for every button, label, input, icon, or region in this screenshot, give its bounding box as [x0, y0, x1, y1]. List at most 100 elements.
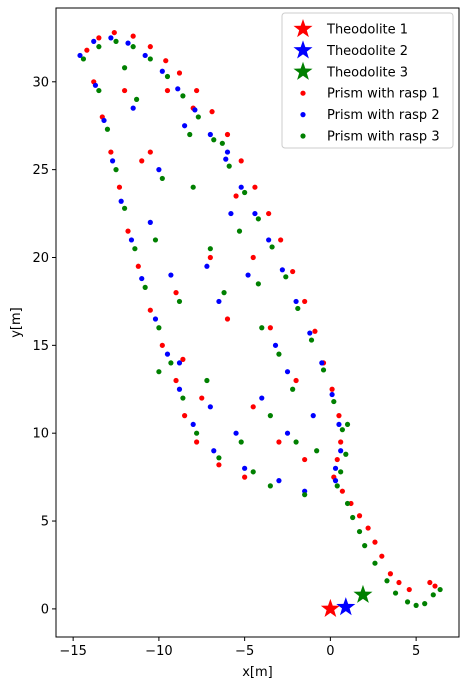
data-point: [92, 82, 99, 88]
data-point: [266, 237, 272, 243]
data-point: [372, 560, 378, 566]
data-point: [211, 448, 217, 454]
data-point: [156, 325, 162, 331]
data-point: [187, 131, 193, 138]
y-tick-label: 5: [41, 515, 49, 530]
data-point: [77, 52, 83, 59]
data-point: [284, 430, 291, 436]
data-point: [147, 44, 153, 50]
data-point: [334, 456, 340, 463]
series-6: [80, 38, 443, 608]
data-point: [276, 351, 282, 357]
legend-item: Prism with rasp 1: [300, 87, 440, 102]
data-point: [334, 483, 340, 489]
data-point: [121, 205, 128, 211]
data-point: [432, 583, 438, 589]
data-point: [267, 325, 273, 331]
data-point: [163, 58, 169, 64]
series-3: [353, 584, 373, 603]
x-tick-label: 5: [412, 644, 420, 659]
series-1: [320, 598, 340, 617]
data-point: [252, 210, 258, 217]
data-point: [250, 404, 256, 410]
legend-box: [281, 12, 454, 149]
plot-frame: [55, 7, 460, 638]
x-tick-label: −5: [235, 644, 254, 659]
data-point: [211, 137, 217, 143]
legend-label: Theodolite 2: [326, 44, 408, 59]
data-point: [104, 126, 111, 132]
y-tick-label: 0: [41, 602, 49, 617]
y-tick-label: 25: [32, 163, 49, 178]
data-point: [269, 244, 275, 250]
legend-label: Prism with rasp 3: [327, 130, 440, 145]
data-point: [233, 430, 239, 436]
data-point: [272, 342, 279, 348]
data-point: [159, 68, 165, 74]
star-marker: [336, 597, 356, 616]
data-point: [267, 413, 273, 419]
data-point: [132, 246, 138, 252]
data-point: [365, 525, 371, 531]
data-point: [130, 105, 136, 111]
legend: Theodolite 1 Theodolite 2 Theodolite 3 Pris…: [281, 12, 454, 149]
data-point: [176, 70, 183, 76]
data-point: [338, 439, 344, 445]
data-point: [152, 237, 159, 243]
data-point: [259, 325, 265, 331]
data-point: [302, 456, 308, 463]
data-point: [255, 281, 261, 287]
data-point: [290, 386, 296, 392]
data-point: [319, 360, 325, 366]
data-point: [356, 528, 363, 535]
data-point: [116, 184, 123, 190]
y-axis-label: y[m]: [9, 307, 24, 338]
data-point: [194, 439, 200, 445]
data-point: [228, 210, 234, 217]
data-point: [343, 451, 349, 457]
legend-label: Prism with rasp 1: [327, 87, 440, 102]
data-point: [199, 395, 205, 401]
y-axis-ticks: 0 5 10 15 20 25 30: [32, 75, 56, 617]
data-point: [118, 198, 124, 204]
data-point: [392, 590, 399, 596]
data-point: [236, 228, 243, 234]
data-point: [209, 109, 215, 115]
x-axis-label: x[m]: [242, 665, 273, 680]
data-point: [329, 391, 335, 398]
data-point: [156, 167, 162, 173]
data-point: [108, 149, 114, 155]
data-point: [332, 465, 339, 471]
data-point: [113, 167, 119, 173]
data-point: [180, 395, 186, 401]
legend-item: Prism with rasp 3: [300, 130, 440, 145]
data-point: [250, 469, 256, 475]
data-point: [338, 448, 344, 454]
data-point: [134, 96, 140, 102]
data-point: [180, 93, 186, 99]
legend-item: Theodolite 2: [293, 40, 408, 59]
legend-star-marker: [293, 61, 313, 80]
data-point: [233, 193, 239, 199]
data-point: [130, 33, 136, 39]
data-point: [108, 35, 114, 41]
data-point: [406, 586, 412, 593]
legend-label: Theodolite 3: [326, 65, 408, 80]
data-point: [147, 56, 153, 62]
data-point: [121, 87, 128, 94]
data-point: [207, 254, 213, 261]
data-point: [96, 35, 102, 41]
data-point: [250, 254, 256, 261]
data-point: [168, 360, 174, 366]
data-point: [384, 578, 390, 584]
data-point: [152, 316, 159, 322]
data-point: [427, 579, 433, 586]
data-point: [362, 543, 368, 549]
data-point: [238, 184, 244, 190]
data-point: [293, 439, 299, 445]
data-point: [295, 305, 301, 312]
data-point: [176, 386, 183, 392]
data-point: [284, 369, 291, 375]
data-point: [84, 47, 90, 53]
data-point: [168, 272, 174, 278]
